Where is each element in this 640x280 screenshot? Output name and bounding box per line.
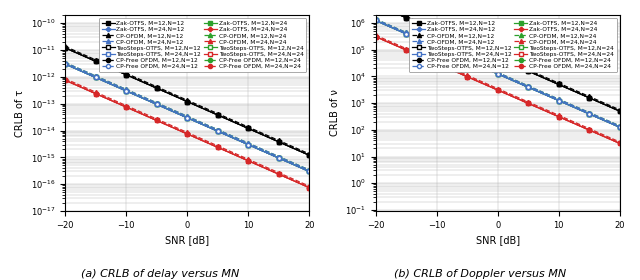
Y-axis label: CRLB of ν: CRLB of ν [330,90,339,136]
Text: (b) CRLB of Doppler versus MN: (b) CRLB of Doppler versus MN [394,269,566,279]
Y-axis label: CRLB of τ: CRLB of τ [15,89,25,137]
X-axis label: SNR [dB]: SNR [dB] [165,235,209,245]
Text: (a) CRLB of delay versus MN: (a) CRLB of delay versus MN [81,269,239,279]
Legend: Zak-OTFS, M=12,N=12, Zak-OTFS, M=24,N=12, CP-OFDM, M=12,N=12, CP-OFDM, M=24,N=12: Zak-OTFS, M=12,N=12, Zak-OTFS, M=24,N=12… [410,18,617,72]
X-axis label: SNR [dB]: SNR [dB] [476,235,520,245]
Legend: Zak-OTFS, M=12,N=12, Zak-OTFS, M=24,N=12, CP-OFDM, M=12,N=12, CP-OFDM, M=24,N=12: Zak-OTFS, M=12,N=12, Zak-OTFS, M=24,N=12… [99,18,307,72]
